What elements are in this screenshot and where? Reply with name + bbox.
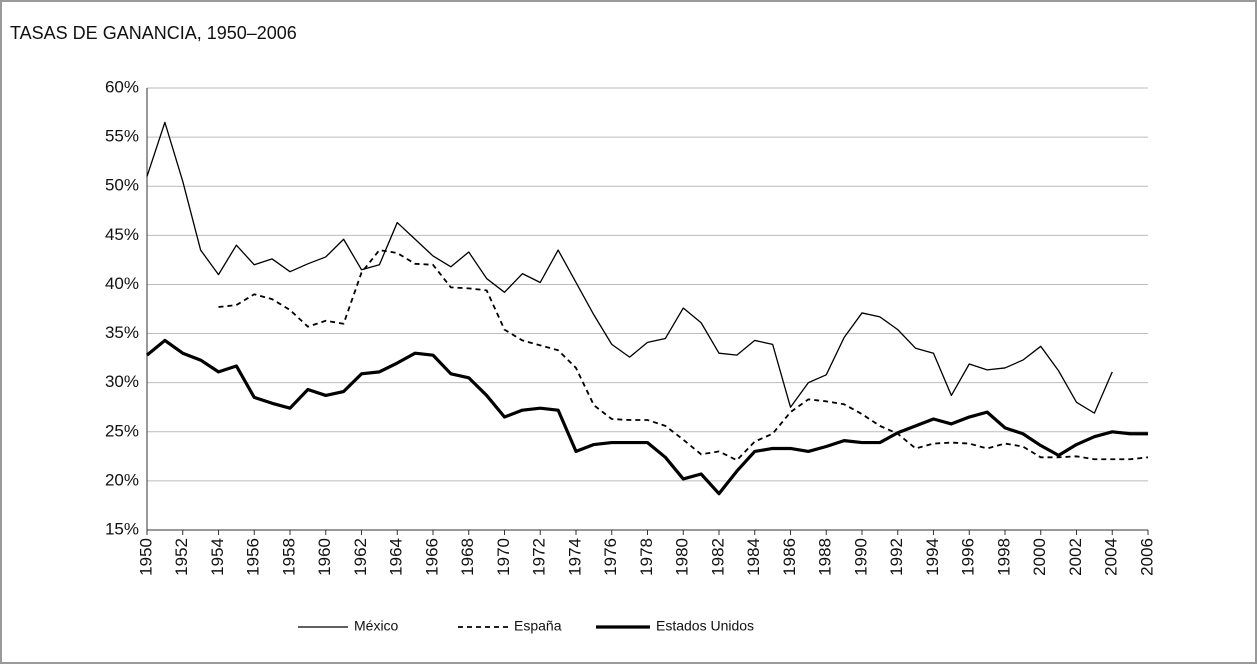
x-tick-label: 1996 — [959, 538, 978, 576]
y-tick-label: 30% — [105, 372, 139, 391]
y-tick-label: 45% — [105, 225, 139, 244]
series-line — [218, 249, 1149, 462]
chart-title: TASAS DE GANANCIA, 1950–2006 — [10, 23, 297, 43]
y-tick-label: 60% — [105, 77, 139, 96]
x-tick-label: 1952 — [172, 538, 191, 576]
y-tick-label: 50% — [105, 176, 139, 195]
y-tick-label: 55% — [105, 127, 139, 146]
x-tick-label: 1958 — [279, 538, 298, 576]
x-tick-label: 1990 — [851, 538, 870, 576]
x-tick-label: 1980 — [673, 538, 692, 576]
x-tick-label: 1964 — [387, 538, 406, 576]
x-tick-label: 1998 — [994, 538, 1013, 576]
x-tick-label: 1968 — [458, 538, 477, 576]
y-tick-label: 20% — [105, 470, 139, 489]
x-tick-label: 1978 — [637, 538, 656, 576]
x-tick-label: 1986 — [780, 538, 799, 576]
x-tick-label: 1954 — [208, 538, 227, 576]
y-tick-label: 40% — [105, 274, 139, 293]
x-tick-label: 1972 — [530, 538, 549, 576]
x-tick-label: 1966 — [422, 538, 441, 576]
x-tick-label: 2002 — [1066, 538, 1085, 576]
x-tick-label: 1960 — [315, 538, 334, 576]
x-tick-label: 1992 — [887, 538, 906, 576]
x-tick-label: 1982 — [708, 538, 727, 576]
x-tick-label: 1962 — [351, 538, 370, 576]
y-tick-label: 15% — [105, 519, 139, 538]
x-tick-label: 2006 — [1137, 538, 1156, 576]
x-tick-label: 1976 — [601, 538, 620, 576]
legend-label: Estados Unidos — [656, 618, 754, 634]
x-tick-label: 1950 — [136, 538, 155, 576]
x-tick-label: 1988 — [816, 538, 835, 576]
y-tick-label: 35% — [105, 323, 139, 342]
legend-label: México — [354, 618, 399, 634]
x-tick-label: 1974 — [565, 538, 584, 576]
x-tick-label: 1956 — [244, 538, 263, 576]
legend-label: España — [514, 618, 562, 634]
series-line — [146, 121, 1113, 414]
y-tick-label: 25% — [105, 421, 139, 440]
x-tick-label: 2000 — [1030, 538, 1049, 576]
x-tick-label: 2004 — [1102, 538, 1121, 576]
x-tick-label: 1970 — [494, 538, 513, 576]
series-line — [145, 338, 1148, 496]
x-tick-label: 1984 — [744, 538, 763, 576]
x-tick-label: 1994 — [923, 538, 942, 576]
